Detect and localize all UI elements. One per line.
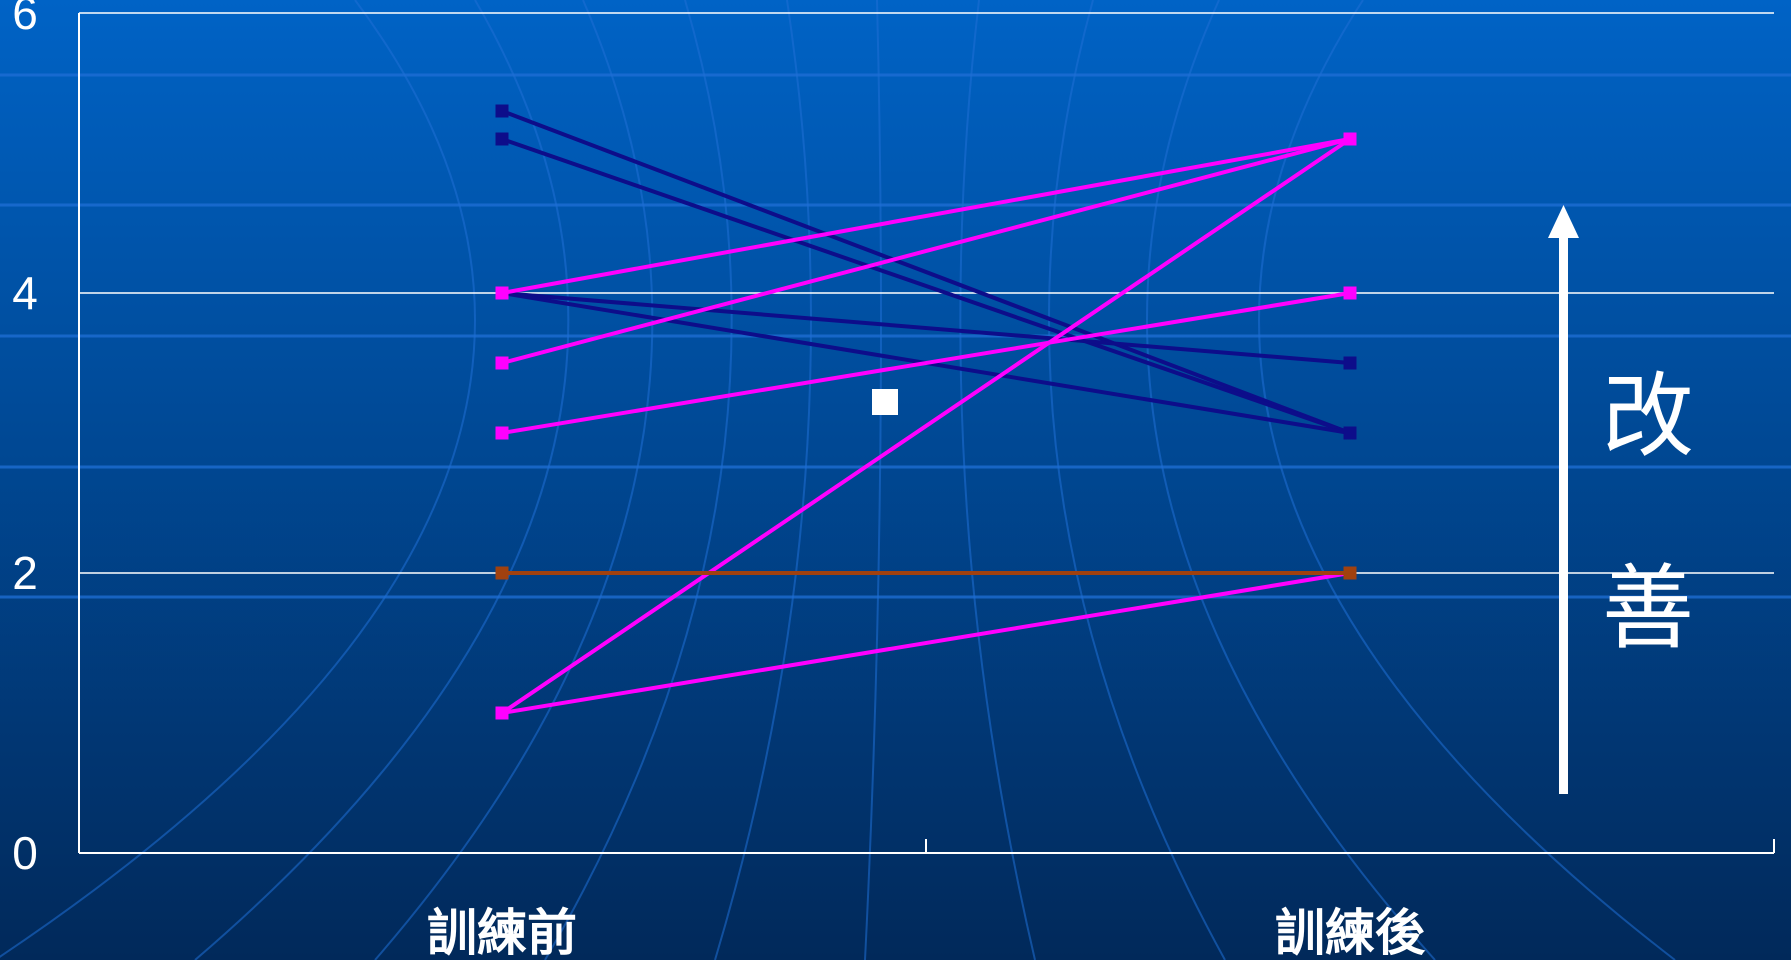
series-line xyxy=(501,137,1351,435)
series-line xyxy=(501,291,1351,435)
decor-longitude-line xyxy=(0,0,476,958)
data-point-marker xyxy=(495,132,509,146)
series-line xyxy=(500,137,1352,715)
data-point-marker xyxy=(1343,566,1357,580)
decor-longitude-line xyxy=(1048,0,1226,960)
data-point-marker xyxy=(495,286,509,300)
decor-longitude-line xyxy=(544,0,733,960)
annotation-text-bottom: 善 xyxy=(1602,555,1694,662)
up-arrow-icon xyxy=(1548,205,1579,794)
y-tick-label: 4 xyxy=(12,267,38,319)
data-series xyxy=(495,104,1357,720)
data-point-marker xyxy=(495,426,509,440)
series-line-group xyxy=(495,286,1357,440)
x-category-label: 訓練前 xyxy=(427,904,577,960)
decor-longitude-line xyxy=(194,0,570,960)
data-point-marker xyxy=(495,566,509,580)
data-point-marker xyxy=(495,356,509,370)
decor-longitude-line xyxy=(714,0,812,960)
series-line xyxy=(501,109,1351,435)
decor-longitude-line xyxy=(374,0,654,960)
annotation-text-top: 改 xyxy=(1602,363,1694,470)
x-category-labels: 訓練前 訓練後 xyxy=(427,904,1426,960)
x-category-label: 訓練後 xyxy=(1275,904,1426,960)
decor-longitude-line xyxy=(959,0,1036,960)
chart-axes xyxy=(78,13,1775,854)
data-point-marker xyxy=(495,706,509,720)
series-line xyxy=(501,137,1351,365)
y-tick-label: 0 xyxy=(12,827,38,879)
legend-marker xyxy=(872,389,898,415)
data-point-marker xyxy=(495,104,509,118)
y-tick-label: 6 xyxy=(12,0,38,39)
decor-longitude-line xyxy=(1258,0,1676,960)
improvement-annotation: 改 善 xyxy=(1548,205,1694,794)
y-tick-label: 2 xyxy=(12,547,38,599)
decor-longitude-line xyxy=(864,0,882,960)
decor-longitude-line xyxy=(1146,0,1436,960)
series-line-group xyxy=(495,566,1357,580)
data-point-marker xyxy=(1343,286,1357,300)
y-tick-labels: 0 2 4 6 xyxy=(12,0,38,879)
data-point-marker xyxy=(1343,356,1357,370)
series-line xyxy=(501,571,1351,715)
series-line xyxy=(501,137,1351,295)
series-line xyxy=(501,291,1351,365)
data-point-marker xyxy=(1343,426,1357,440)
data-point-marker xyxy=(1343,132,1357,146)
